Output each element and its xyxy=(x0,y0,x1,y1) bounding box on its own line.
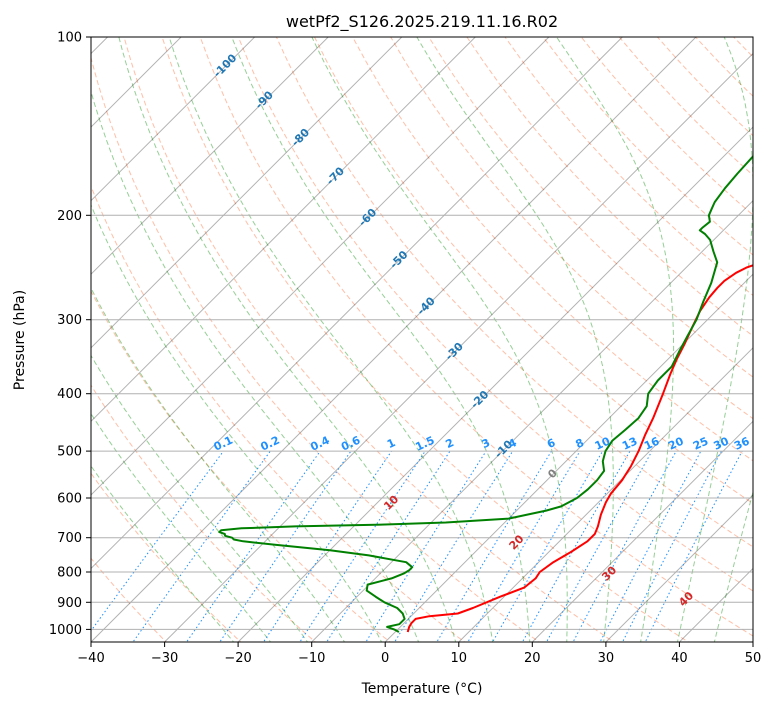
y-tick-label: 600 xyxy=(57,492,82,507)
mixing-ratio-line xyxy=(394,450,514,642)
moist-adiabat-line xyxy=(91,89,420,642)
plot-frame xyxy=(90,36,754,643)
x-tick-label: −10 xyxy=(298,651,325,666)
isotherm-line xyxy=(91,37,329,275)
mixing-ratio-line xyxy=(219,450,352,642)
mixing-ratio-line xyxy=(299,450,426,642)
isotherms xyxy=(91,37,753,642)
mixing-ratio-line xyxy=(91,450,224,632)
mixing-ratio-label: 16 xyxy=(642,434,662,452)
y-tick-label: 400 xyxy=(57,387,82,402)
mixing-ratio-label: 36 xyxy=(732,434,752,452)
chart-title: wetPf2_S126.2025.219.11.16.R02 xyxy=(286,12,558,32)
mixing-ratio-line xyxy=(132,450,271,642)
y-tick-label: 1000 xyxy=(49,623,82,638)
x-tick-label: −40 xyxy=(77,651,104,666)
dry-adiabat-line xyxy=(91,472,242,642)
sounding-series xyxy=(218,154,753,633)
x-tick-label: −30 xyxy=(151,651,178,666)
y-tick-label: 800 xyxy=(57,566,82,581)
mixing-ratio-line xyxy=(622,450,722,642)
isotherm-line xyxy=(91,37,550,496)
y-tick-label: 500 xyxy=(57,445,82,460)
x-tick-label: 20 xyxy=(524,651,541,666)
mixing-ratio-line xyxy=(599,450,702,642)
moist-adiabat-line xyxy=(91,412,272,642)
dry-adiabat-line xyxy=(91,384,317,642)
isotherm-line xyxy=(91,37,623,570)
x-tick-label: 40 xyxy=(671,651,688,666)
mixing-ratio-label: 30 xyxy=(712,434,732,452)
dry-adiabat-line xyxy=(390,37,753,420)
axes: −40 −30 −20 −10 0 10 20 30 40 50 100 200 300 400 500 60… xyxy=(49,31,761,667)
isotherm-line xyxy=(164,52,753,642)
mixing-ratio-line xyxy=(326,450,451,642)
isotherm-line xyxy=(311,199,753,642)
mixing-ratio-line xyxy=(185,450,321,642)
isotherm-line xyxy=(752,641,753,642)
x-tick-label: 0 xyxy=(381,651,389,666)
x-tick-label: −20 xyxy=(224,651,251,666)
mixing-ratio-line xyxy=(467,450,581,642)
isotherm-line xyxy=(91,37,256,202)
x-tick-label: 50 xyxy=(745,651,762,666)
isotherm-line xyxy=(91,37,403,349)
x-tick-label: 10 xyxy=(451,651,468,666)
dry-adiabat-line xyxy=(91,55,540,642)
mixing-ratio-line xyxy=(262,450,392,642)
dry-adiabat-line xyxy=(504,37,753,296)
mixing-ratio-label: 20 xyxy=(666,434,686,452)
moist-adiabat-line xyxy=(91,354,309,642)
y-tick-label: 300 xyxy=(57,313,82,328)
y-tick-label: 700 xyxy=(57,531,82,546)
mixing-ratio-label: 13 xyxy=(620,435,639,453)
x-axis-label: Temperature (°C) xyxy=(361,681,483,697)
dry-adiabat-line xyxy=(313,37,753,505)
isotherm-line xyxy=(91,37,697,642)
mixing-ratio-line xyxy=(365,450,487,642)
mixing-ratio-label: 25 xyxy=(691,435,710,453)
isotherm-line xyxy=(458,347,753,642)
y-tick-label: 200 xyxy=(57,209,82,224)
dry-adiabat-line xyxy=(161,37,690,642)
y-tick-label: 100 xyxy=(57,31,82,46)
moist-adiabat-line xyxy=(91,465,235,642)
mixing-ratio-line xyxy=(572,450,677,642)
dry-adiabat-line xyxy=(237,37,753,592)
isotherm-line xyxy=(237,126,753,642)
dry-adiabat-line xyxy=(428,37,753,378)
y-tick-label: 900 xyxy=(57,596,82,611)
x-tick-label: 30 xyxy=(598,651,615,666)
temperature-line xyxy=(406,264,753,633)
isotherm-line xyxy=(605,494,753,642)
pressure-gridlines xyxy=(91,37,753,630)
mixing-ratio-lines xyxy=(91,450,743,642)
dewpoint-line xyxy=(218,154,753,633)
isotherm-line xyxy=(91,37,476,423)
y-axis-label: Pressure (hPa) xyxy=(12,290,28,390)
isotherm-line xyxy=(531,420,753,642)
